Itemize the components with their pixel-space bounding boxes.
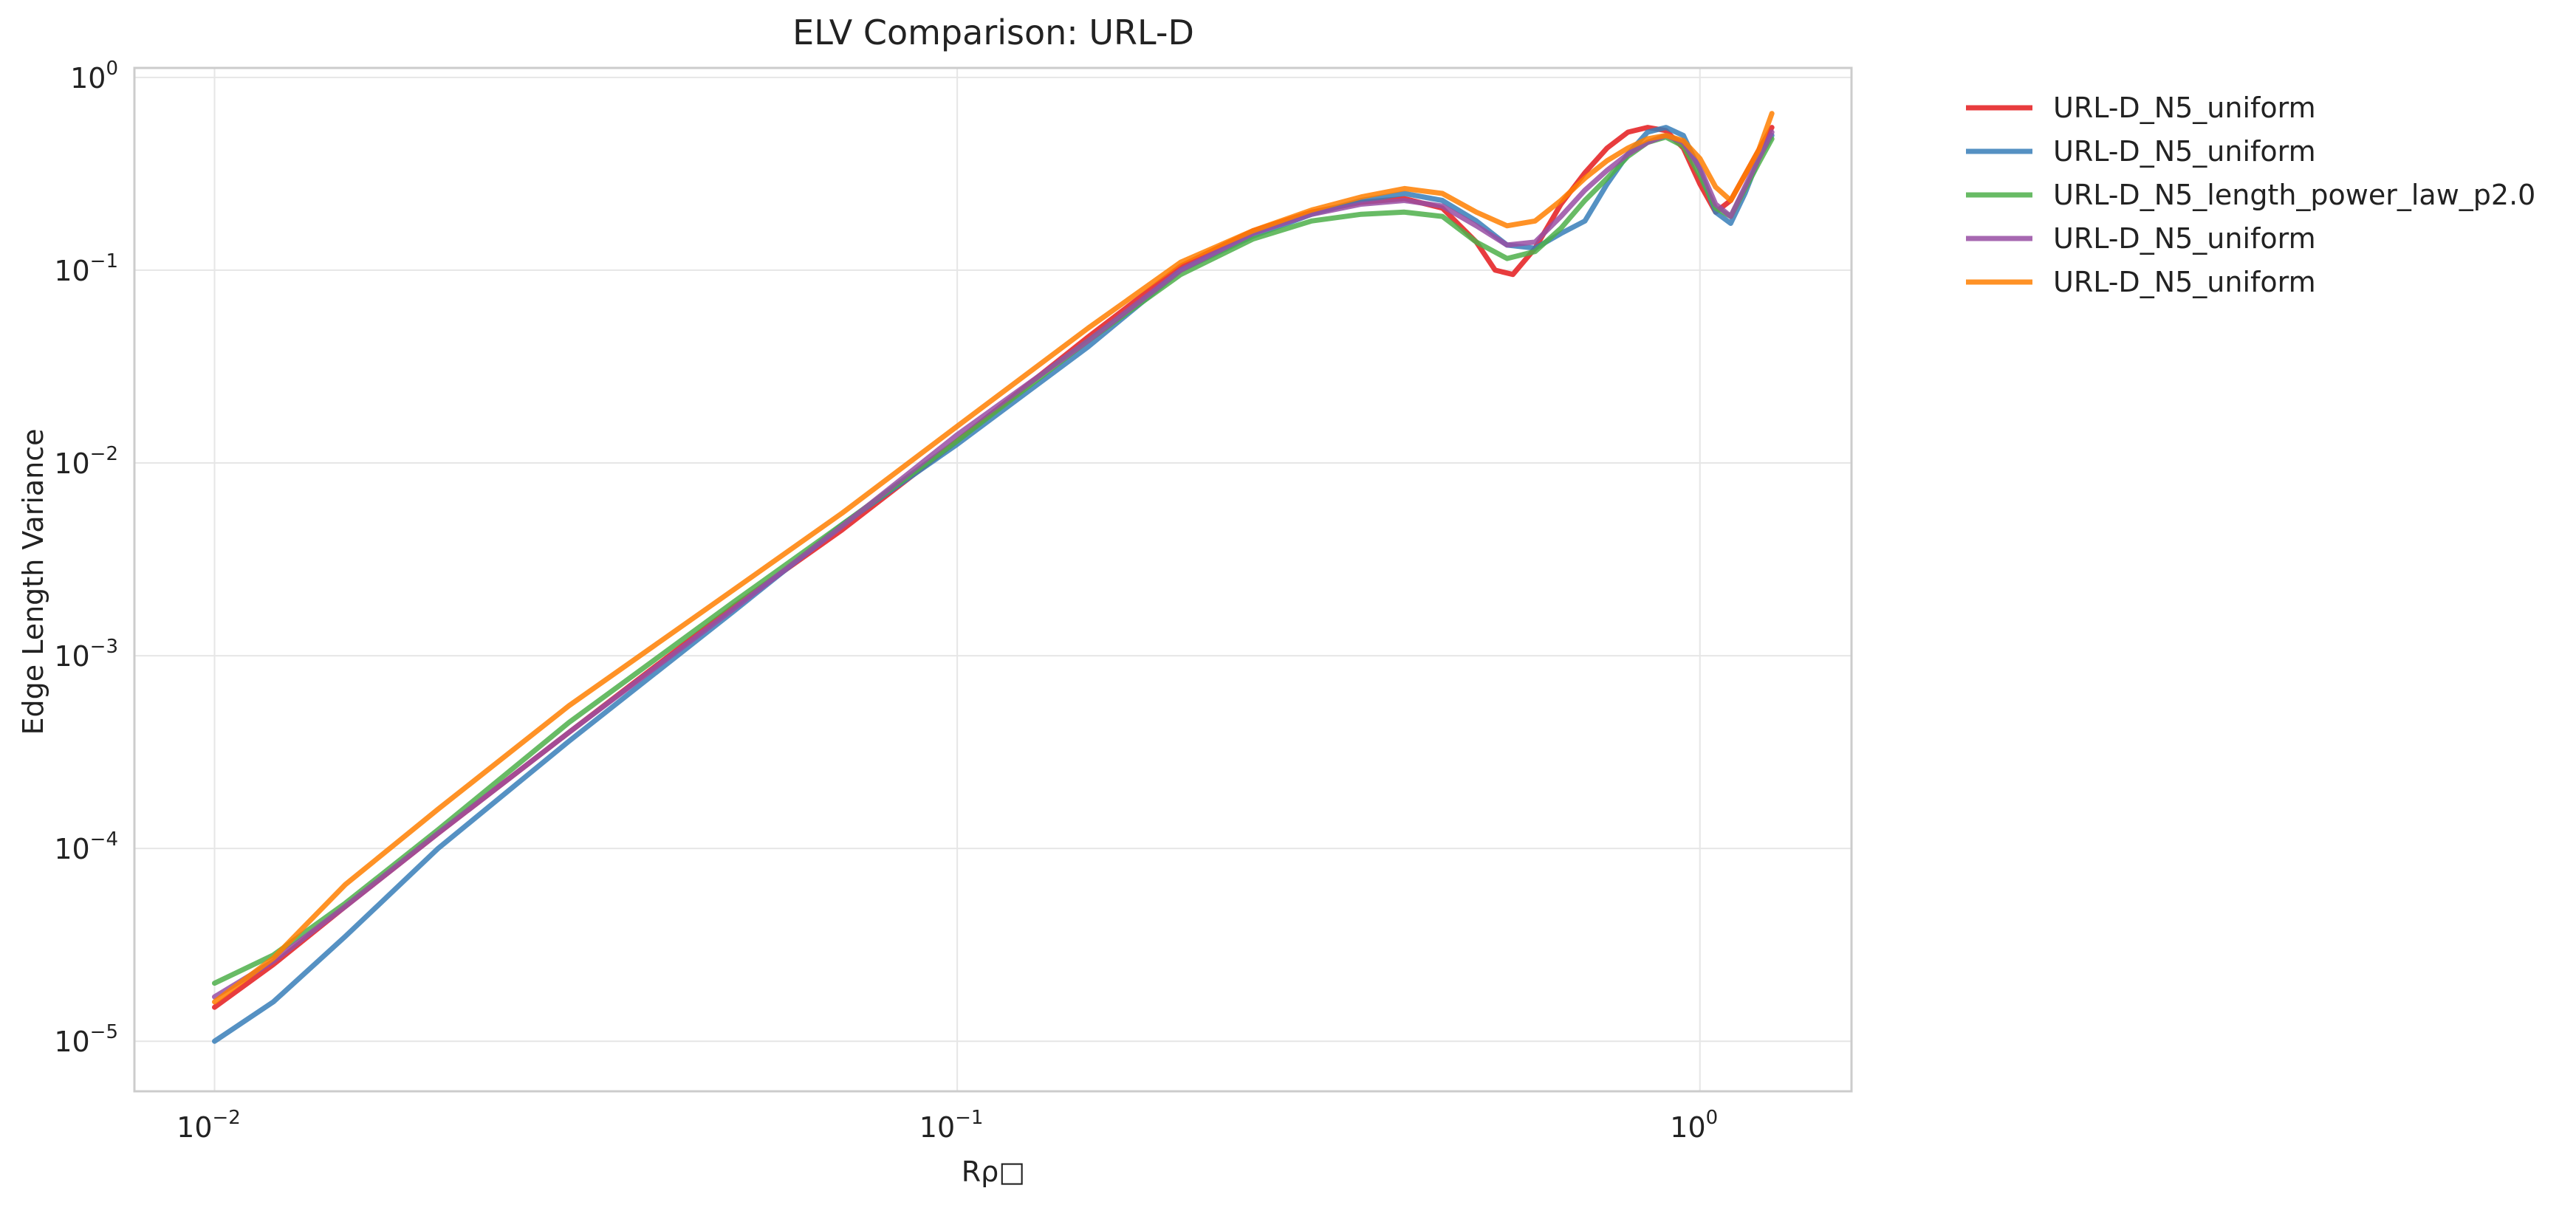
series-line-5: [212, 111, 1775, 1005]
plot-area-frame: [133, 66, 1853, 1093]
x-axis-ticks: 10−2 10−1 100: [177, 1107, 1718, 1144]
series-line-3: [212, 134, 1775, 986]
series-lines: [212, 111, 1775, 1044]
legend-label-2: URL-D_N5_uniform: [2053, 135, 2316, 168]
y-tick-label: 10−2: [54, 443, 118, 480]
y-tick-label: 10−4: [54, 828, 118, 865]
x-tick-label: 10−2: [177, 1107, 241, 1144]
series-line-2: [212, 125, 1775, 1044]
x-tick-label: 10−1: [919, 1107, 984, 1144]
series-line-4: [212, 129, 1775, 1000]
legend-label-3: URL-D_N5_length_power_law_p2.0: [2053, 179, 2535, 211]
legend-label-5: URL-D_N5_uniform: [2053, 266, 2316, 298]
y-tick-label: 10−5: [54, 1021, 118, 1058]
x-tick-label: 100: [1670, 1107, 1718, 1144]
legend: URL-D_N5_uniform URL-D_N5_uniform URL-D_N5…: [1966, 92, 2535, 298]
series-line-1: [212, 125, 1775, 1010]
y-axis-label: Edge Length Variance: [17, 428, 49, 735]
legend-label-4: URL-D_N5_uniform: [2053, 222, 2316, 255]
chart-title: ELV Comparison: URL-D: [792, 13, 1194, 52]
grid-lines: [134, 68, 1852, 1091]
y-tick-label: 10−3: [54, 636, 118, 673]
y-tick-label: 10−1: [54, 250, 118, 287]
x-axis-label: Rρ□: [962, 1156, 1025, 1188]
y-tick-label: 100: [70, 58, 118, 95]
y-axis-ticks: 10−5 10−4 10−3 10−2 10−1 100: [54, 58, 118, 1058]
legend-label-1: URL-D_N5_uniform: [2053, 92, 2316, 124]
